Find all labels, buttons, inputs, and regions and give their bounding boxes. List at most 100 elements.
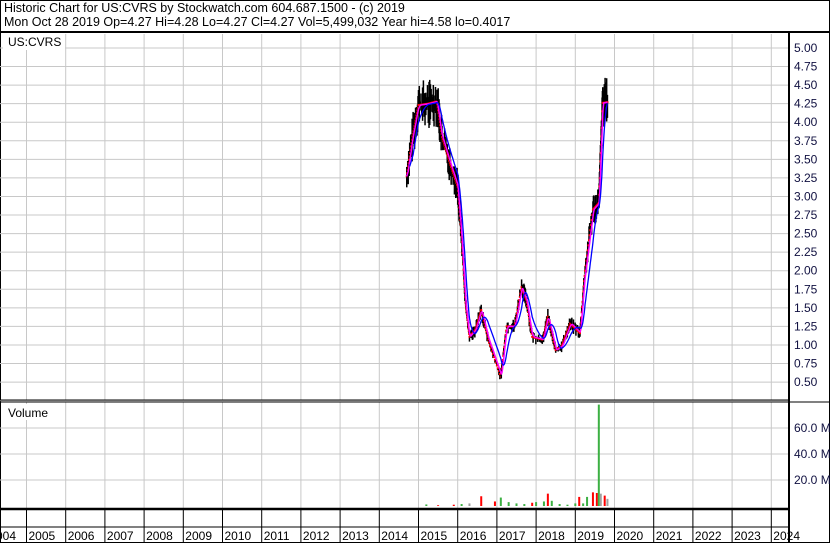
volume-bar xyxy=(595,493,598,506)
price-tick-label: 4.75 xyxy=(794,60,818,74)
close-mark xyxy=(492,355,495,358)
close-mark xyxy=(408,158,411,161)
close-mark xyxy=(530,332,533,335)
xaxis-year-label: 2017 xyxy=(499,529,526,543)
close-mark xyxy=(484,328,487,331)
close-mark xyxy=(490,347,493,350)
volume-bar xyxy=(546,493,549,506)
close-mark xyxy=(441,138,444,141)
price-tick-label: 0.50 xyxy=(794,375,818,389)
close-mark xyxy=(480,309,483,312)
close-mark xyxy=(588,239,591,242)
volume-bar xyxy=(586,496,589,506)
volume-bar xyxy=(460,504,463,506)
close-mark xyxy=(496,367,499,370)
xaxis-year-label: 2009 xyxy=(185,529,212,543)
symbol-label-bg xyxy=(3,34,65,50)
close-mark xyxy=(520,286,523,289)
price-tick-label: 5.00 xyxy=(794,41,818,55)
close-mark xyxy=(485,330,488,333)
close-mark xyxy=(606,101,609,104)
xaxis-year-label: 2020 xyxy=(617,529,644,543)
xaxis-year-label: 2013 xyxy=(342,529,369,543)
price-tick-label: 2.75 xyxy=(794,208,818,222)
price-tick-label: 1.50 xyxy=(794,301,818,315)
xaxis-year-label: 2021 xyxy=(656,529,683,543)
close-mark xyxy=(584,269,587,272)
volume-bar xyxy=(507,502,510,506)
volume-bar xyxy=(599,493,602,506)
long-moving-average-line xyxy=(409,102,609,366)
volume-tick-label: 20.0 M xyxy=(794,473,830,487)
volume-bar xyxy=(499,497,502,506)
close-mark xyxy=(502,354,505,357)
volume-bar xyxy=(480,496,483,506)
volume-bar xyxy=(493,501,496,506)
close-mark xyxy=(590,218,593,221)
xaxis-year-label: 2004 xyxy=(0,529,16,543)
volume-bar xyxy=(578,496,581,506)
quote-summary: Mon Oct 28 2019 Op=4.27 Hi=4.28 Lo=4.27 … xyxy=(4,15,510,29)
price-tick-label: 4.50 xyxy=(794,78,818,92)
close-mark xyxy=(505,329,508,332)
chart-title: Historic Chart for US:CVRS by Stockwatch… xyxy=(4,1,405,15)
volume-bar xyxy=(574,503,577,506)
volume-bar xyxy=(542,501,545,506)
close-mark xyxy=(518,299,521,302)
close-mark xyxy=(587,244,590,247)
close-mark xyxy=(546,317,549,320)
volume-label: Volume xyxy=(8,406,48,420)
close-mark xyxy=(552,340,555,343)
price-tick-label: 2.25 xyxy=(794,245,818,259)
price-tick-label: 2.50 xyxy=(794,227,818,241)
close-mark xyxy=(518,295,521,298)
price-tick-label: 3.75 xyxy=(794,134,818,148)
volume-tick-label: 60.0 M xyxy=(794,421,830,435)
xaxis-year-label: 2023 xyxy=(734,529,761,543)
xaxis-year-label: 2015 xyxy=(421,529,448,543)
close-mark xyxy=(586,249,589,252)
price-tick-label: 1.25 xyxy=(794,319,818,333)
xaxis-year-label: 2005 xyxy=(29,529,56,543)
close-mark xyxy=(583,274,586,277)
xaxis-year-label: 2012 xyxy=(303,529,330,543)
price-tick-label: 4.25 xyxy=(794,97,818,111)
volume-bar xyxy=(535,502,538,506)
grid xyxy=(0,34,789,509)
close-mark xyxy=(494,361,497,364)
volume-bar xyxy=(452,504,455,506)
close-mark xyxy=(563,337,566,340)
close-mark xyxy=(450,166,453,169)
xaxis-year-label: 2008 xyxy=(146,529,173,543)
xaxis-year-label: 2014 xyxy=(381,529,408,543)
short-moving-average-line xyxy=(405,100,608,376)
close-mark xyxy=(497,370,500,373)
close-mark xyxy=(491,350,493,353)
volume-bar xyxy=(523,504,526,506)
price-series xyxy=(405,77,609,380)
close-mark xyxy=(491,353,494,356)
price-tick-label: 1.00 xyxy=(794,338,818,352)
volume-bar xyxy=(425,504,428,506)
close-mark xyxy=(484,325,487,328)
volume-tick-label: 40.0 M xyxy=(794,447,830,461)
volume-bar xyxy=(603,495,606,506)
price-tick-label: 1.75 xyxy=(794,282,818,296)
price-tick-label: 4.00 xyxy=(794,115,818,129)
volume-bar xyxy=(550,500,553,506)
axes: 5.00 4.75 4.50 4.25 4.00 3.75 3.50 3.25 3.00 2.75… xyxy=(0,32,830,543)
close-mark xyxy=(495,364,498,367)
volume-bar xyxy=(531,502,534,506)
xaxis-year-label: 2018 xyxy=(538,529,565,543)
close-mark xyxy=(493,358,496,361)
close-mark xyxy=(579,332,582,335)
xaxis-year-label: 2016 xyxy=(460,529,487,543)
xaxis-year-label: 2011 xyxy=(264,529,290,543)
price-tick-label: 3.25 xyxy=(794,171,818,185)
volume-bar xyxy=(566,504,569,506)
close-mark xyxy=(526,304,529,307)
volume-bar xyxy=(591,492,594,506)
close-mark xyxy=(501,359,504,362)
